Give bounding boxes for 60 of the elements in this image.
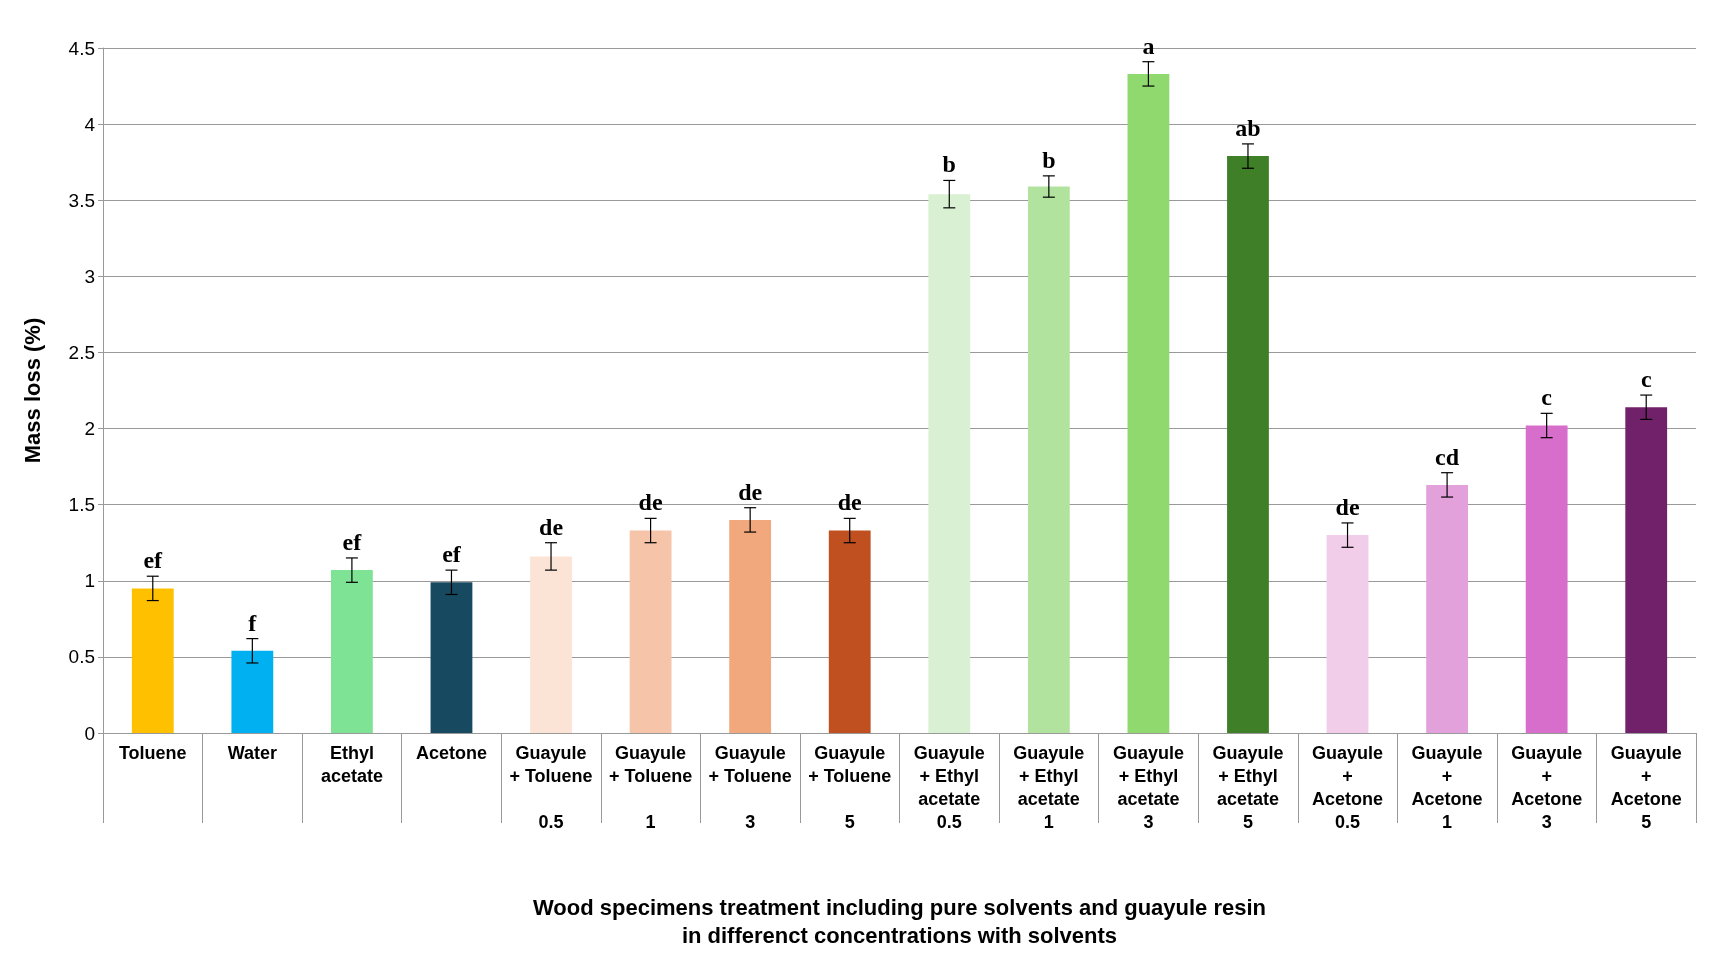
bar bbox=[928, 194, 971, 733]
bar bbox=[1426, 484, 1468, 733]
data-label: ef bbox=[442, 541, 462, 568]
category-label: Guayule + Toluene 0.5 bbox=[509, 742, 593, 832]
y-tick-label: 1.5 bbox=[68, 494, 95, 516]
data-label: b bbox=[942, 151, 956, 178]
x-tick-label: Guayule + Ethyl acetate 5 bbox=[1212, 742, 1284, 832]
x-tick-label: Guayule + Ethyl acetate 1 bbox=[1013, 742, 1085, 832]
bar bbox=[729, 519, 772, 733]
x-tick-label: Guayule + Acetone 5 bbox=[1610, 742, 1682, 832]
x-tick-label: Ethyl acetate bbox=[320, 742, 383, 786]
bar bbox=[828, 530, 871, 733]
bar bbox=[331, 570, 373, 733]
x-tick-label: Toluene bbox=[118, 742, 187, 763]
x-tick-label: Guayule + Acetone 0.5 bbox=[1312, 742, 1384, 832]
x-tick-label: Guayule + Ethyl acetate 0.5 bbox=[913, 742, 985, 832]
y-tick-label: 4 bbox=[84, 113, 96, 135]
y-tick-label: 2.5 bbox=[68, 341, 95, 363]
bar bbox=[1525, 425, 1568, 733]
x-tick-label: Guayule + Acetone 3 bbox=[1511, 742, 1583, 832]
data-label: de bbox=[539, 513, 564, 540]
y-axis-title: Mass loss (%) bbox=[19, 317, 45, 464]
category-label: Guayule + Toluene 5 bbox=[808, 742, 892, 832]
y-tick-label: 0 bbox=[84, 722, 95, 744]
bar bbox=[530, 556, 572, 733]
x-axis-title: Wood specimens treatment including pure solvents and guayule resin in differenct concentrations with solvents bbox=[532, 894, 1267, 948]
y-tick-label: 0.5 bbox=[68, 646, 95, 668]
y-tick-label: 3 bbox=[84, 265, 95, 287]
bar bbox=[231, 650, 274, 733]
bar bbox=[1625, 407, 1668, 733]
bar bbox=[629, 530, 672, 733]
data-label: de bbox=[1335, 493, 1360, 520]
data-label: de bbox=[738, 478, 763, 505]
data-label: ef bbox=[342, 528, 363, 555]
data-label: de bbox=[638, 489, 663, 516]
data-label: cd bbox=[1435, 443, 1460, 470]
y-tick-label: 2 bbox=[84, 418, 95, 440]
x-tick-label: Guayule + Ethyl acetate 3 bbox=[1112, 742, 1184, 832]
data-label: b bbox=[1042, 146, 1056, 173]
bar bbox=[1127, 73, 1170, 733]
data-label: de bbox=[837, 489, 863, 516]
bar bbox=[1227, 156, 1269, 733]
data-label: ab bbox=[1235, 114, 1261, 141]
x-tick-label: Water bbox=[227, 742, 278, 763]
bar bbox=[1326, 535, 1369, 733]
bar bbox=[1027, 186, 1070, 733]
category-label: Guayule + Toluene 3 bbox=[708, 742, 792, 832]
category-label: Guayule + Toluene 1 bbox=[609, 742, 693, 832]
data-label: c bbox=[1541, 384, 1553, 411]
data-label: c bbox=[1640, 366, 1652, 393]
x-tick-label: Guayule + Acetone 1 bbox=[1411, 742, 1483, 832]
bar bbox=[131, 588, 174, 733]
data-label: ef bbox=[143, 547, 164, 574]
x-tick-label: Acetone bbox=[415, 742, 487, 763]
data-label: a bbox=[1142, 32, 1155, 59]
data-label: f bbox=[248, 609, 258, 636]
bar bbox=[430, 582, 473, 733]
y-tick-label: 1 bbox=[84, 570, 95, 592]
y-tick-label: 3.5 bbox=[68, 189, 95, 211]
y-tick-label: 4.5 bbox=[68, 37, 95, 59]
